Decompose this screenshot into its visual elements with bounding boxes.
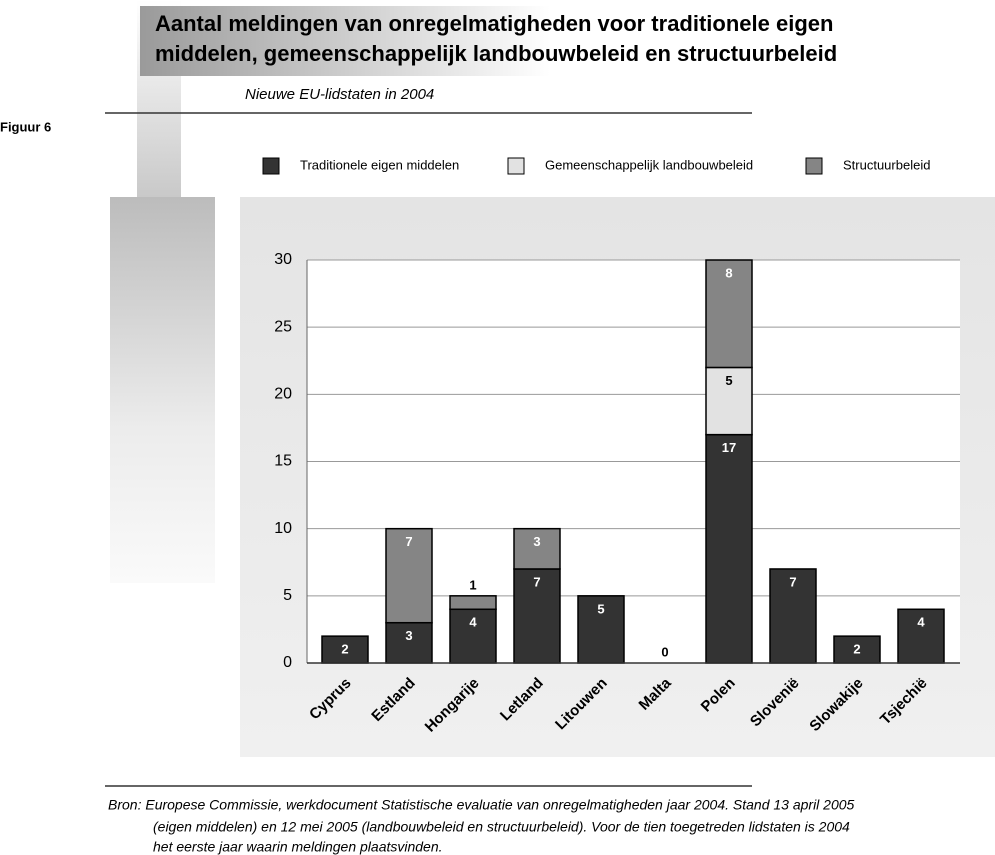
source: het eerste jaar waarin meldingen plaatsv… bbox=[153, 839, 443, 855]
value-label: 1 bbox=[469, 577, 476, 592]
bar-segment bbox=[513, 527, 561, 570]
value-label: 2 bbox=[853, 642, 860, 657]
legend-swatch bbox=[262, 157, 280, 175]
legend-swatch bbox=[805, 157, 823, 175]
source: (eigen middelen) en 12 mei 2005 (landbou… bbox=[153, 819, 850, 835]
value-label: 4 bbox=[917, 615, 925, 630]
y-tick-label: 15 bbox=[274, 453, 292, 470]
value-label: 7 bbox=[533, 574, 540, 589]
value-label: 7 bbox=[789, 574, 796, 589]
y-tick-label: 25 bbox=[274, 318, 292, 335]
value-label: 8 bbox=[725, 265, 732, 280]
value-label: 3 bbox=[533, 534, 540, 549]
y-tick-label: 20 bbox=[274, 386, 292, 403]
value-label: 7 bbox=[405, 534, 412, 549]
bar-segment bbox=[897, 608, 945, 664]
chart-title: middelen, gemeenschappelijk landbouwbele… bbox=[155, 41, 837, 66]
value-label: 5 bbox=[597, 601, 604, 616]
photo bbox=[110, 197, 215, 583]
legend-label: Structuurbeleid bbox=[843, 157, 930, 172]
bar-segment bbox=[449, 595, 497, 611]
value-label: 4 bbox=[469, 615, 477, 630]
bar-segment bbox=[705, 366, 753, 436]
y-tick-label: 10 bbox=[274, 520, 292, 537]
figure-label: Figuur 6 bbox=[0, 119, 51, 134]
legend-label: Gemeenschappelijk landbouwbeleid bbox=[545, 157, 753, 172]
value-label: 0 bbox=[661, 644, 668, 659]
y-tick-label: 5 bbox=[283, 587, 292, 604]
value-label: 5 bbox=[725, 373, 732, 388]
bar-segment bbox=[705, 259, 753, 369]
y-tick-label: 0 bbox=[283, 654, 292, 671]
legend-label: Traditionele eigen middelen bbox=[300, 157, 459, 172]
bar-segment bbox=[705, 433, 753, 664]
value-label: 17 bbox=[722, 440, 736, 455]
bar-segment bbox=[385, 527, 433, 624]
source: Bron: Europese Commissie, werkdocument S… bbox=[108, 797, 855, 813]
y-tick-label: 30 bbox=[274, 251, 292, 268]
title-decor bbox=[140, 6, 550, 76]
bar-segment bbox=[769, 568, 817, 664]
chart-title: Aantal meldingen van onregelmatigheden v… bbox=[155, 11, 833, 36]
value-label: 2 bbox=[341, 642, 348, 657]
value-label: 3 bbox=[405, 628, 412, 643]
legend-swatch bbox=[507, 157, 525, 175]
chart-subtitle: Nieuwe EU-lidstaten in 2004 bbox=[245, 86, 434, 103]
